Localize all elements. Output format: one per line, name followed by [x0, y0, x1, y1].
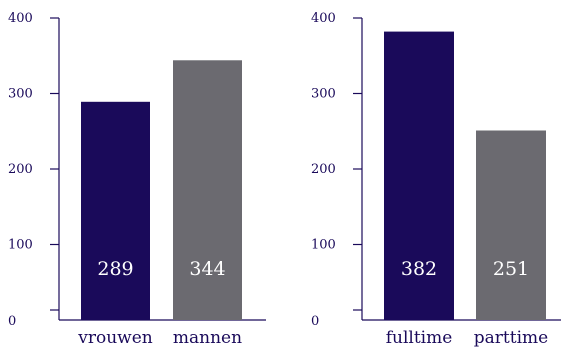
y-tick-label: 300: [311, 87, 336, 102]
bar-value-label: 344: [189, 258, 225, 280]
x-category-label: vrouwen: [77, 328, 153, 348]
y-tick-label: 400: [311, 11, 336, 26]
x-category-label: mannen: [173, 328, 242, 348]
y-tick-label: 200: [8, 162, 33, 177]
y-tick-label: 100: [311, 238, 336, 253]
y-tick-label: 200: [311, 162, 336, 177]
bar-parttime: [476, 130, 546, 320]
bar-value-label: 289: [97, 258, 133, 280]
x-category-label: parttime: [474, 328, 548, 348]
y-tick-label: 0: [8, 314, 16, 329]
y-tick-label: 400: [8, 11, 33, 26]
bar-value-label: 251: [493, 258, 529, 280]
y-tick-label: 0: [311, 314, 319, 329]
x-category-label: fulltime: [386, 328, 453, 348]
chart-gender: 0 100 200 300 400 289 vrouwen 344 mannen: [8, 11, 266, 348]
y-tick-label: 100: [8, 238, 33, 253]
bar-fulltime: [384, 31, 454, 321]
chart-employment: 0 100 200 300 400 382 fulltime 251 parttime: [311, 11, 561, 348]
bar-mannen: [173, 60, 242, 320]
y-tick-label: 300: [8, 87, 33, 102]
bar-value-label: 382: [401, 258, 437, 280]
bar-vrouwen: [81, 101, 150, 321]
